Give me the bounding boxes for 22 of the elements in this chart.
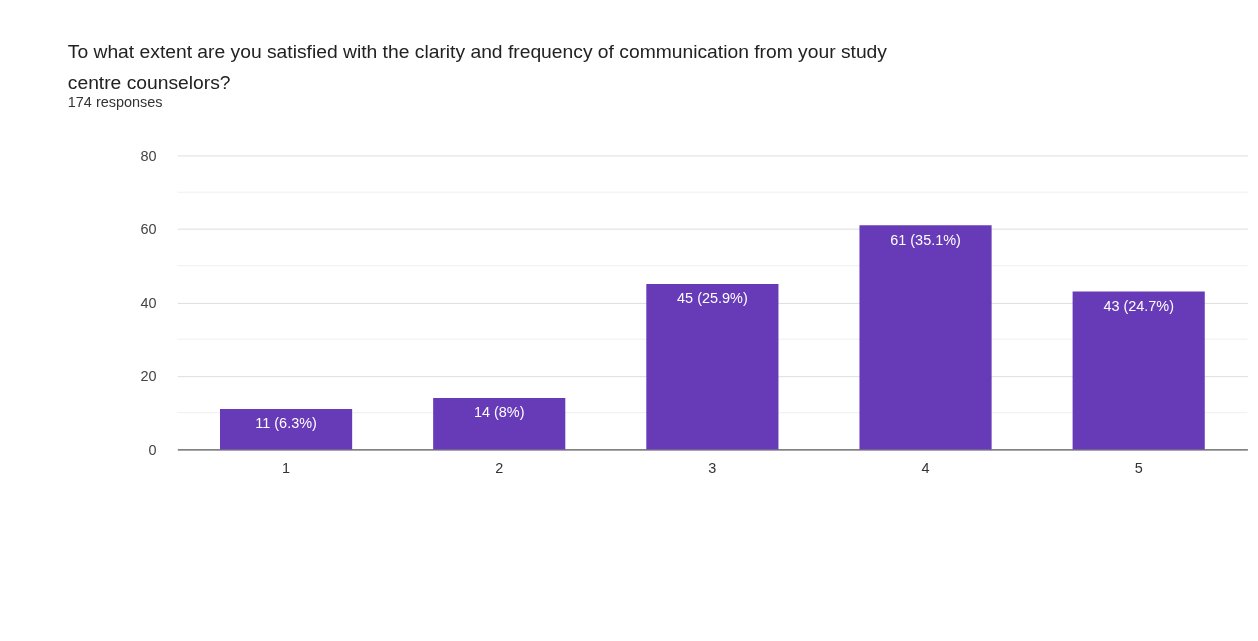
bar	[859, 225, 992, 450]
x-tick-label: 5	[1134, 460, 1143, 477]
bar	[1072, 291, 1205, 450]
x-tick-label: 2	[495, 460, 504, 477]
data-label: 11 (6.3%)	[255, 415, 317, 432]
y-tick-label: 20	[140, 368, 157, 385]
bar	[220, 409, 353, 450]
chart-subtitle: 174 responses	[67, 94, 163, 111]
x-tick-label: 4	[921, 460, 930, 477]
y-tick-label: 60	[140, 221, 157, 238]
chart-title: To what extent are you satisfied with the clarity and frequency of communication from your study centre counselors?	[67, 41, 888, 93]
bar	[646, 284, 779, 450]
data-label: 61 (35.1%)	[890, 231, 961, 248]
data-label: 43 (24.7%)	[1103, 297, 1174, 314]
data-label: 14 (8%)	[473, 404, 525, 421]
y-tick-label: 0	[148, 441, 157, 458]
x-tick-label: 3	[708, 460, 717, 477]
x-tick-label: 1	[282, 460, 291, 477]
bar	[433, 397, 566, 450]
y-tick-label: 80	[140, 147, 157, 164]
data-label: 45 (25.9%)	[677, 290, 748, 307]
y-tick-label: 40	[140, 294, 157, 311]
